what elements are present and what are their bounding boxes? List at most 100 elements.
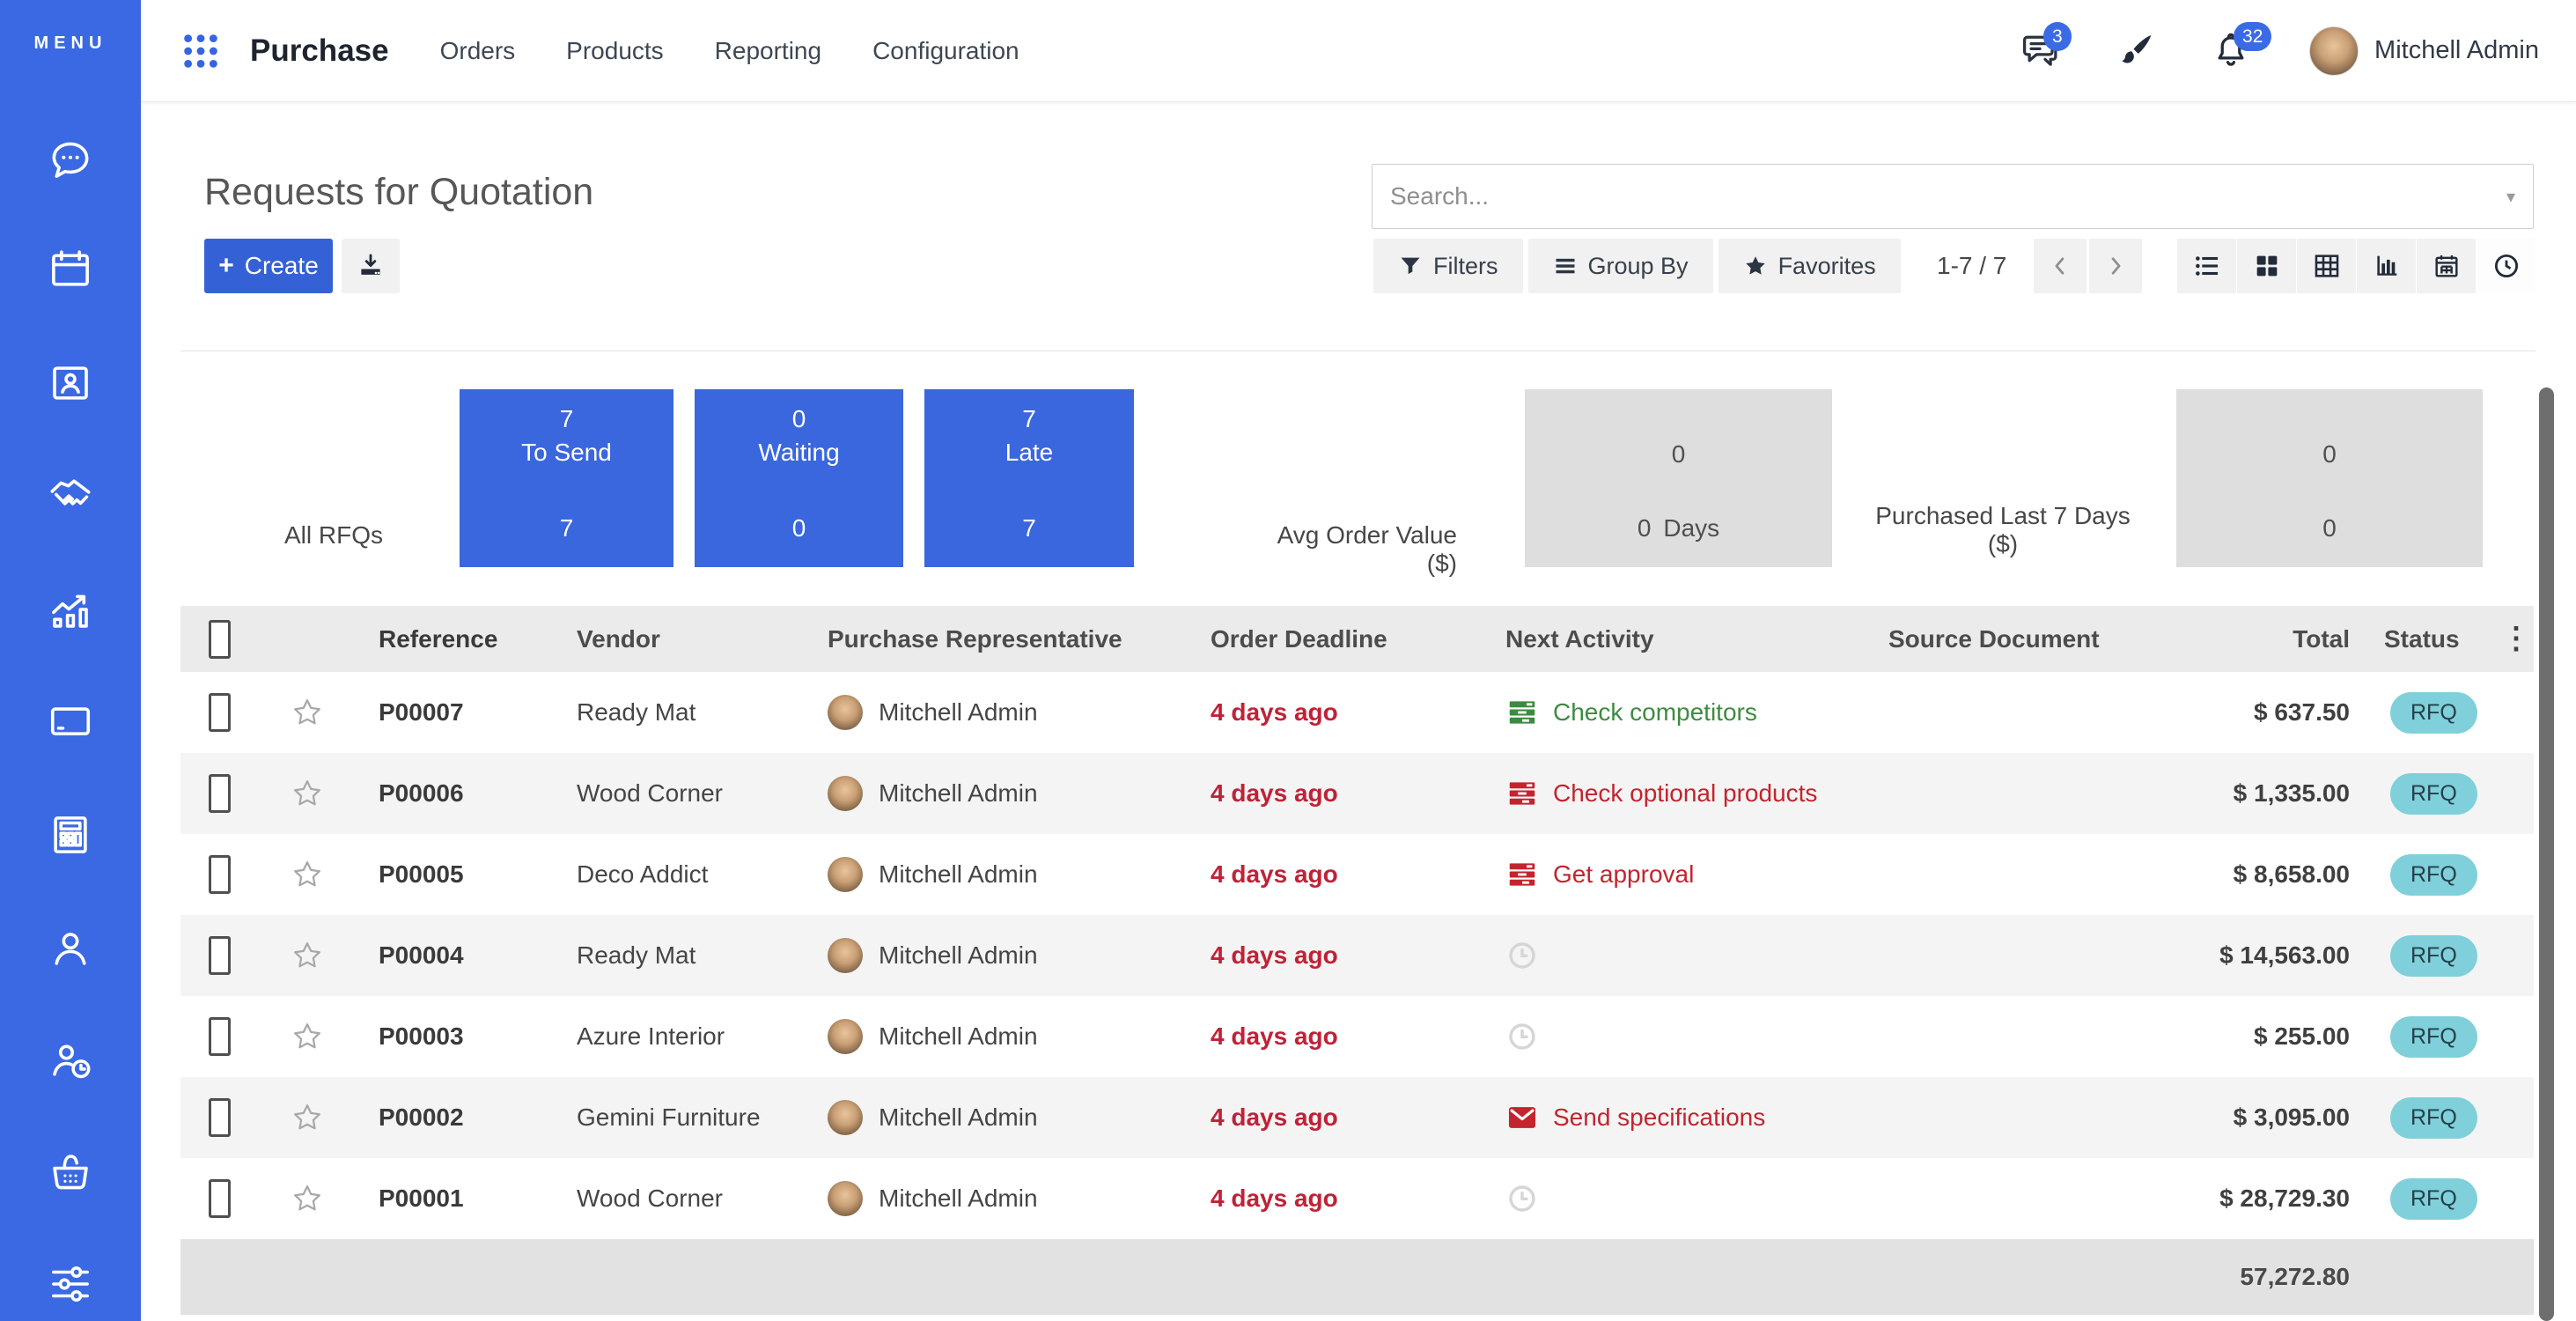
filters-button[interactable]: Filters xyxy=(1373,239,1523,293)
messages-icon[interactable]: 3 xyxy=(2020,21,2072,71)
row-vendor: Ready Mat xyxy=(577,941,696,969)
col-representative[interactable]: Purchase Representative xyxy=(828,624,1122,653)
col-vendor[interactable]: Vendor xyxy=(577,624,660,653)
menu-products[interactable]: Products xyxy=(566,36,664,64)
favorite-star-icon[interactable] xyxy=(261,1021,352,1052)
search-input[interactable] xyxy=(1390,182,2498,210)
sales-icon[interactable] xyxy=(47,586,94,633)
all-rfqs-label[interactable]: All RFQs xyxy=(284,521,383,549)
col-deadline[interactable]: Order Deadline xyxy=(1211,624,1387,653)
user-avatar[interactable] xyxy=(2309,26,2359,76)
optional-columns-icon[interactable]: ⋮ xyxy=(2501,622,2531,656)
row-vendor: Azure Interior xyxy=(577,1022,725,1050)
favorites-label: Favorites xyxy=(1777,252,1876,279)
app-brand[interactable]: Purchase xyxy=(250,33,389,68)
col-source[interactable]: Source Document xyxy=(1888,624,2100,653)
rep-avatar xyxy=(828,1019,863,1054)
row-activity[interactable]: Send specifications xyxy=(1483,1101,1866,1134)
row-checkbox[interactable] xyxy=(209,855,231,894)
menu-orders[interactable]: Orders xyxy=(439,36,516,64)
col-activity[interactable]: Next Activity xyxy=(1505,624,1654,653)
accounting-icon[interactable] xyxy=(47,811,94,859)
select-all-checkbox[interactable] xyxy=(209,619,231,659)
table-row[interactable]: P00003 Azure Interior Mitchell Admin 4 d… xyxy=(180,996,2534,1077)
clock-gray-icon xyxy=(1509,1185,1535,1212)
table-row[interactable]: P00006 Wood Corner Mitchell Admin 4 days… xyxy=(180,753,2534,834)
row-deadline: 4 days ago xyxy=(1211,1184,1338,1212)
pager-prev-button[interactable] xyxy=(2034,239,2087,293)
favorite-star-icon[interactable] xyxy=(261,778,352,809)
row-reference: P00002 xyxy=(379,1103,464,1131)
to-send-my-count: 7 xyxy=(559,514,574,542)
graph-view-icon[interactable] xyxy=(2357,239,2416,293)
row-activity[interactable]: Check competitors xyxy=(1483,696,1866,729)
row-activity[interactable]: Get approval xyxy=(1483,858,1866,891)
row-activity[interactable] xyxy=(1483,1182,1866,1215)
user-name[interactable]: Mitchell Admin xyxy=(2374,36,2539,64)
row-vendor: Gemini Furniture xyxy=(577,1103,761,1131)
tile-to-send[interactable]: 7 To Send 7 xyxy=(460,389,673,567)
create-button[interactable]: + Create xyxy=(204,239,333,293)
employees-icon[interactable] xyxy=(47,925,94,972)
table-header-row: Reference Vendor Purchase Representative… xyxy=(180,606,2534,672)
time-off-icon[interactable] xyxy=(47,1037,94,1084)
chevron-right-icon xyxy=(2112,257,2121,275)
discuss-icon[interactable] xyxy=(47,136,94,183)
row-checkbox[interactable] xyxy=(209,693,231,732)
table-row[interactable]: P00005 Deco Addict Mitchell Admin 4 days… xyxy=(180,834,2534,915)
menu-reporting[interactable]: Reporting xyxy=(714,36,822,64)
pager-next-button[interactable] xyxy=(2089,239,2143,293)
calendar-view-icon[interactable] xyxy=(2417,239,2476,293)
row-checkbox[interactable] xyxy=(209,1017,231,1056)
table-row[interactable]: P00007 Ready Mat Mitchell Admin 4 days a… xyxy=(180,672,2534,753)
activity-view-icon[interactable] xyxy=(2477,239,2536,293)
footer-total: 57,272.80 xyxy=(2240,1263,2350,1290)
lead-time-value: 0 Days xyxy=(1637,514,1720,542)
favorite-star-icon[interactable] xyxy=(261,940,352,971)
list-view-icon[interactable] xyxy=(2177,239,2236,293)
table-row[interactable]: P00004 Ready Mat Mitchell Admin 4 days a… xyxy=(180,915,2534,996)
col-reference[interactable]: Reference xyxy=(379,624,498,653)
notifications-bell-icon[interactable]: 32 xyxy=(2211,21,2272,71)
search-bar: ▾ xyxy=(1372,164,2534,229)
menu-label[interactable]: MENU xyxy=(33,33,107,53)
row-checkbox[interactable] xyxy=(209,1179,231,1218)
row-activity[interactable] xyxy=(1483,939,1866,972)
favorites-button[interactable]: Favorites xyxy=(1718,239,1901,293)
favorite-star-icon[interactable] xyxy=(261,1183,352,1214)
row-activity[interactable] xyxy=(1483,1020,1866,1053)
col-total[interactable]: Total xyxy=(2293,624,2350,653)
group-by-button[interactable]: Group By xyxy=(1527,239,1713,293)
group-by-icon xyxy=(1556,258,1574,274)
theme-brush-icon[interactable] xyxy=(2116,31,2156,71)
row-checkbox[interactable] xyxy=(209,1098,231,1137)
favorite-star-icon[interactable] xyxy=(261,697,352,728)
menu-configuration[interactable]: Configuration xyxy=(872,36,1019,64)
favorite-star-icon[interactable] xyxy=(261,859,352,890)
tile-late[interactable]: 7 Late 7 xyxy=(924,389,1134,567)
table-row[interactable]: P00001 Wood Corner Mitchell Admin 4 days… xyxy=(180,1158,2534,1239)
table-row[interactable]: P00002 Gemini Furniture Mitchell Admin 4… xyxy=(180,1077,2534,1158)
scrollbar-thumb[interactable] xyxy=(2539,387,2554,1321)
row-checkbox[interactable] xyxy=(209,774,231,813)
pivot-view-icon[interactable] xyxy=(2297,239,2356,293)
search-caret-icon[interactable]: ▾ xyxy=(2506,187,2515,207)
crm-icon[interactable] xyxy=(47,471,94,519)
col-status[interactable]: Status xyxy=(2384,624,2460,653)
tile-waiting[interactable]: 0 Waiting 0 xyxy=(695,389,903,567)
row-checkbox[interactable] xyxy=(209,936,231,975)
apps-grid-icon[interactable] xyxy=(176,26,225,76)
kanban-view-icon[interactable] xyxy=(2237,239,2296,293)
row-activity[interactable]: Check optional products xyxy=(1483,777,1866,810)
waiting-label: Waiting xyxy=(758,439,840,466)
favorite-star-icon[interactable] xyxy=(261,1102,352,1133)
export-button[interactable] xyxy=(342,239,400,293)
contacts-icon[interactable] xyxy=(47,359,94,407)
settings-icon[interactable] xyxy=(47,1260,94,1308)
invoicing-icon[interactable] xyxy=(47,697,94,745)
clock-gray-icon xyxy=(1509,1023,1535,1050)
calendar-icon[interactable] xyxy=(47,246,94,293)
purchase-icon[interactable] xyxy=(47,1148,94,1196)
filter-icon xyxy=(1401,257,1420,275)
purchase-dashboard: All RFQs My RFQs 7 To Send 7 0 Waiting 0… xyxy=(141,389,2576,670)
